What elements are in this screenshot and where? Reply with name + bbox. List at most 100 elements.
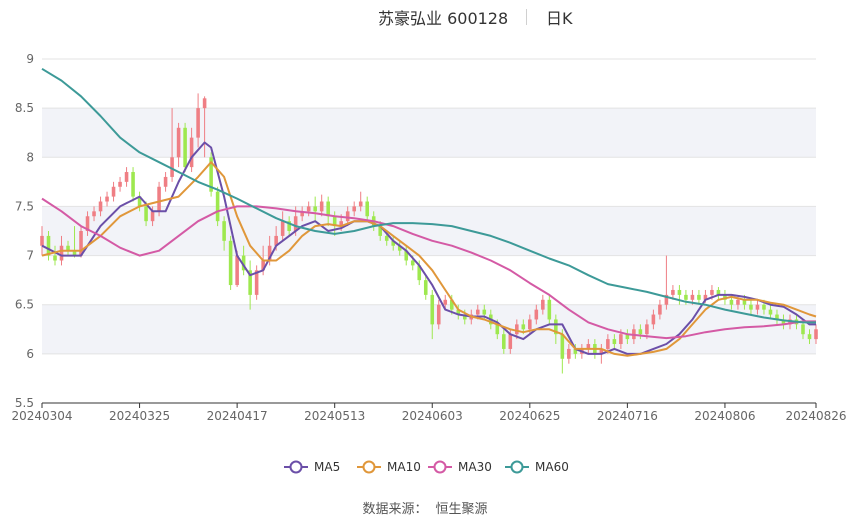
candle bbox=[345, 211, 350, 222]
candle bbox=[677, 289, 682, 295]
candle bbox=[755, 304, 760, 310]
series-line-ma10 bbox=[41, 161, 817, 357]
candle bbox=[515, 324, 519, 335]
candle bbox=[716, 289, 721, 295]
candle bbox=[287, 221, 291, 231]
candle bbox=[482, 309, 487, 315]
candle bbox=[586, 344, 591, 349]
candle bbox=[612, 339, 617, 345]
candle bbox=[384, 235, 389, 241]
candle bbox=[814, 329, 818, 340]
candle bbox=[560, 334, 565, 359]
candle bbox=[293, 216, 298, 231]
candle bbox=[417, 265, 422, 281]
candle bbox=[495, 324, 500, 335]
y-tick-label: 8.5 bbox=[15, 101, 34, 115]
legend-label[interactable]: MA60 bbox=[535, 460, 569, 474]
candle bbox=[775, 314, 779, 320]
candle bbox=[40, 235, 44, 246]
candle bbox=[749, 304, 753, 310]
candle bbox=[651, 314, 656, 325]
candle bbox=[671, 289, 675, 295]
candle bbox=[189, 137, 194, 168]
x-tick-label: 20240325 bbox=[109, 409, 170, 423]
candle bbox=[228, 240, 233, 286]
x-tick-label: 20240806 bbox=[694, 409, 755, 423]
candle bbox=[541, 299, 545, 310]
candle bbox=[762, 304, 766, 310]
candle bbox=[215, 191, 220, 222]
candle bbox=[554, 319, 558, 335]
candle bbox=[124, 172, 129, 182]
candle bbox=[404, 250, 409, 261]
candle bbox=[807, 334, 812, 340]
candle bbox=[183, 127, 187, 168]
candle bbox=[326, 201, 330, 217]
source-value: 恒生聚源 bbox=[435, 502, 488, 517]
y-tick-label: 9 bbox=[26, 52, 34, 66]
candle bbox=[79, 231, 83, 256]
legend-marker bbox=[289, 460, 303, 474]
candle bbox=[72, 250, 77, 256]
candle bbox=[137, 196, 142, 207]
grid-band bbox=[42, 304, 816, 354]
candle bbox=[163, 176, 168, 187]
candle bbox=[274, 235, 278, 246]
candle bbox=[768, 309, 773, 315]
series-line-ma60 bbox=[41, 67, 816, 324]
candle bbox=[352, 206, 356, 212]
candle bbox=[202, 98, 207, 109]
legend-label[interactable]: MA5 bbox=[314, 460, 340, 474]
candle bbox=[46, 235, 51, 256]
candle bbox=[684, 294, 688, 300]
candle bbox=[521, 324, 526, 330]
grid-band bbox=[42, 206, 816, 256]
y-tick-label: 6 bbox=[26, 347, 34, 361]
candle bbox=[430, 294, 435, 325]
candle bbox=[235, 255, 239, 286]
candle bbox=[625, 334, 630, 340]
candle bbox=[664, 294, 669, 305]
y-tick-label: 7 bbox=[26, 249, 34, 263]
candle bbox=[573, 348, 578, 354]
title-divider bbox=[526, 9, 527, 25]
legend-label[interactable]: MA30 bbox=[458, 460, 492, 474]
candle bbox=[378, 226, 383, 236]
candle bbox=[742, 299, 747, 305]
candle bbox=[729, 299, 734, 305]
candle bbox=[66, 245, 70, 251]
legend-marker bbox=[433, 460, 447, 474]
candle bbox=[306, 206, 311, 212]
candle bbox=[599, 348, 604, 354]
candle bbox=[150, 211, 155, 222]
series-line-ma30 bbox=[41, 197, 816, 340]
x-tick-label: 20240417 bbox=[207, 409, 268, 423]
source-label: 数据来源： bbox=[362, 502, 428, 517]
candle bbox=[619, 334, 623, 345]
series-line-ma5 bbox=[41, 141, 816, 355]
candle bbox=[391, 240, 396, 246]
chart-header: 苏豪弘业 600128 日K bbox=[0, 5, 850, 29]
candle bbox=[267, 245, 272, 261]
candle bbox=[313, 206, 317, 212]
legend-label[interactable]: MA10 bbox=[387, 460, 421, 474]
candle bbox=[703, 294, 708, 300]
candle bbox=[248, 270, 252, 295]
y-tick-label: 6.5 bbox=[15, 298, 34, 312]
candle bbox=[436, 304, 441, 325]
candle bbox=[547, 299, 552, 320]
candle bbox=[319, 201, 324, 212]
x-tick-label: 20240603 bbox=[402, 409, 463, 423]
candle bbox=[528, 319, 532, 330]
legend-marker bbox=[362, 460, 376, 474]
y-tick-label: 7.5 bbox=[15, 199, 34, 213]
candle bbox=[781, 319, 786, 325]
legend-marker bbox=[510, 460, 524, 474]
candle bbox=[365, 201, 369, 217]
candle bbox=[209, 157, 213, 192]
candle bbox=[449, 299, 454, 310]
period-label[interactable]: 日K bbox=[546, 9, 573, 28]
candle bbox=[443, 299, 448, 305]
candle bbox=[358, 201, 363, 207]
